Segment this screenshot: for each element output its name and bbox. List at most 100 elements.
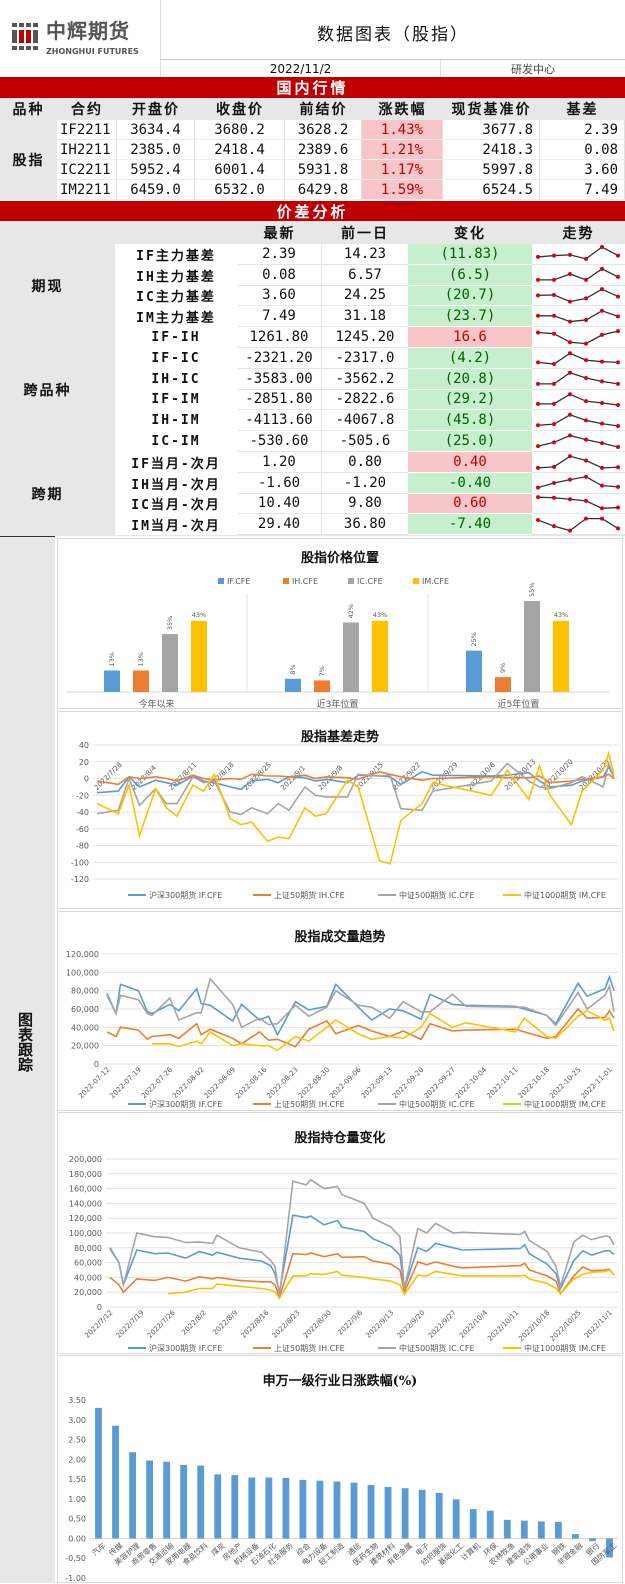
sparkline bbox=[536, 412, 620, 428]
chart-svg: 3.50 3.00 2.50 2.00 1.50 1.00 0.50 0.00 -0.50 -1.… bbox=[65, 1396, 619, 1583]
bar bbox=[95, 1407, 102, 1539]
x-tick-label: 2022-10-25 bbox=[548, 1066, 582, 1100]
trend-sparkline bbox=[532, 306, 625, 328]
market-value: 5952.4 bbox=[117, 160, 195, 180]
legend-label: IC.CFE bbox=[357, 577, 383, 586]
y-tick-label: 20 bbox=[79, 758, 89, 767]
y-tick-label: -20 bbox=[76, 791, 89, 800]
bar bbox=[129, 1452, 136, 1539]
change-value: (25.0) bbox=[408, 431, 532, 452]
change-value: 16.6 bbox=[408, 327, 532, 348]
sparkline-point bbox=[536, 382, 540, 387]
x-tick-label: 2022-09-27 bbox=[422, 1066, 456, 1100]
sparkline bbox=[536, 350, 620, 366]
bar bbox=[452, 1499, 460, 1539]
bar bbox=[384, 1487, 392, 1539]
spread-name: IF-IC bbox=[115, 348, 237, 369]
bar bbox=[343, 622, 359, 692]
prev-value: 14.23 bbox=[322, 244, 408, 265]
section-spread-analysis: 价差分析 bbox=[0, 201, 625, 221]
sparkline-point bbox=[568, 433, 572, 438]
sparkline-point bbox=[552, 421, 556, 426]
bar bbox=[350, 1482, 358, 1539]
chart-title: 股指价格位置 bbox=[300, 551, 379, 566]
legend-swatch bbox=[413, 578, 419, 584]
chart-svg: IF.CFE IH.CFE IC.CFE IM.CFE 今年以来 13% 13% 35% 43%… bbox=[66, 577, 609, 710]
series-line bbox=[106, 1007, 615, 1048]
sparkline-point bbox=[536, 485, 540, 490]
sparkline-point bbox=[552, 253, 556, 258]
market-value: 3677.8 bbox=[443, 120, 540, 140]
trend-sparkline bbox=[532, 431, 625, 452]
sparkline-point bbox=[536, 359, 540, 364]
bar bbox=[520, 1520, 528, 1539]
sparkline-point bbox=[552, 278, 556, 283]
sparkline bbox=[536, 267, 620, 283]
series-line bbox=[106, 977, 615, 1029]
category-label: 近3年位置 bbox=[317, 698, 359, 710]
market-value: 0.08 bbox=[540, 140, 625, 160]
sparkline-point bbox=[568, 477, 572, 482]
bar bbox=[191, 620, 207, 692]
sparkline bbox=[536, 453, 620, 470]
category-label: 计算机 bbox=[459, 1540, 483, 1562]
x-tick-label: 2022/8/16 bbox=[239, 1308, 270, 1339]
data-label: 35% bbox=[166, 616, 174, 630]
sparkline-point bbox=[552, 361, 556, 366]
bar bbox=[466, 650, 482, 692]
latest-value: 1.20 bbox=[237, 452, 322, 473]
legend-swatch bbox=[283, 578, 289, 584]
bar bbox=[486, 1510, 494, 1539]
sparkline-point bbox=[568, 392, 572, 397]
sparkline-point bbox=[584, 256, 588, 261]
sparkline bbox=[536, 495, 620, 511]
data-label: 13% bbox=[108, 652, 116, 666]
bar bbox=[104, 670, 120, 692]
sparkline-point bbox=[552, 331, 556, 336]
sparkline-point bbox=[600, 421, 604, 426]
trend-sparkline bbox=[532, 514, 625, 536]
sparkline-line bbox=[538, 372, 619, 385]
x-tick-label: 2022/7/12 bbox=[83, 1309, 114, 1340]
bar bbox=[162, 634, 178, 692]
x-tick-label: 2022-09-20 bbox=[391, 1066, 425, 1100]
spread-name: IC主力基差 bbox=[115, 285, 237, 307]
prev-value: 9.80 bbox=[322, 493, 408, 515]
spread-name: IH-IM bbox=[115, 410, 237, 432]
bar bbox=[112, 1425, 119, 1539]
y-tick-label: -120 bbox=[71, 875, 89, 884]
market-value: 6001.4 bbox=[195, 160, 285, 180]
x-tick-label: 2022-09-06 bbox=[328, 1065, 363, 1100]
logo-en: ZHONGHUI FUTURES bbox=[46, 47, 139, 56]
bar bbox=[197, 1465, 205, 1539]
bar bbox=[282, 1477, 290, 1539]
latest-value: -4113.60 bbox=[237, 410, 322, 432]
column-header: 开盘价 bbox=[132, 102, 180, 118]
series-line bbox=[96, 770, 615, 786]
bar bbox=[401, 1488, 409, 1539]
trend-sparkline bbox=[532, 389, 625, 411]
change-pct: 1.21% bbox=[362, 140, 443, 160]
legend-label: IM.CFE bbox=[422, 577, 449, 586]
sparkline-line bbox=[537, 476, 619, 489]
trend-sparkline bbox=[532, 244, 625, 265]
sparkline-point bbox=[600, 244, 604, 249]
sparkline-point bbox=[616, 253, 620, 258]
trend-sparkline bbox=[532, 472, 625, 494]
data-label: 55% bbox=[528, 583, 536, 597]
sparkline-point bbox=[600, 332, 604, 337]
market-value: 2.39 bbox=[540, 120, 625, 140]
sparkline-point bbox=[568, 350, 572, 355]
x-tick-label: 2022-07-12 bbox=[77, 1066, 111, 1100]
sparkline-line bbox=[537, 496, 619, 510]
y-tick-label: 120,000 bbox=[66, 950, 99, 959]
column-header: 基差 bbox=[566, 102, 599, 118]
spread-name: IH-IC bbox=[115, 368, 237, 390]
y-tick-label: 60,000 bbox=[71, 1005, 99, 1014]
sparkline-point bbox=[536, 423, 540, 428]
legend-label: 沪深300期货 IF.CFE bbox=[149, 890, 222, 900]
data-label: 13% bbox=[137, 652, 145, 666]
change-value: (29.2) bbox=[408, 389, 532, 411]
sparkline-point bbox=[584, 516, 588, 521]
y-tick-label: 120,000 bbox=[69, 1214, 102, 1223]
